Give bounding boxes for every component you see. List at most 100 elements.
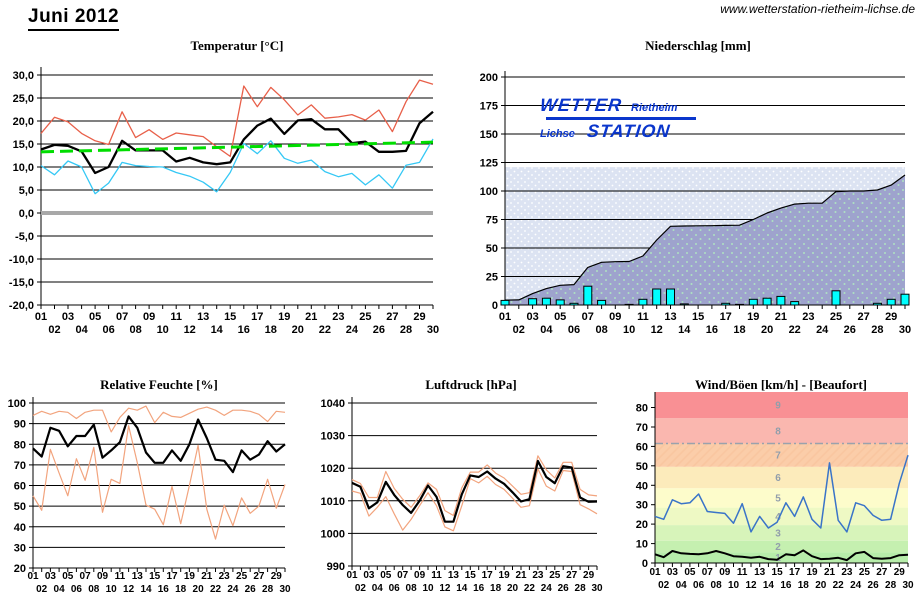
svg-text:07: 07 bbox=[702, 567, 714, 578]
svg-text:23: 23 bbox=[332, 311, 344, 323]
svg-text:19: 19 bbox=[184, 571, 196, 582]
svg-text:15: 15 bbox=[465, 570, 477, 581]
svg-text:14: 14 bbox=[140, 584, 152, 595]
svg-text:08: 08 bbox=[406, 583, 418, 594]
svg-text:90: 90 bbox=[14, 419, 26, 431]
svg-text:40: 40 bbox=[636, 480, 648, 492]
svg-text:60: 60 bbox=[636, 441, 648, 453]
svg-text:125: 125 bbox=[480, 158, 498, 170]
logo-word-rietheim: Rietheim bbox=[631, 102, 678, 114]
wind-chart: 1 2 3 4 5 6 7 8 9 80 70 60 50 40 30 20 10 0 01 02 03 04 05 06 07… bbox=[623, 374, 919, 606]
svg-text:22: 22 bbox=[210, 584, 222, 595]
svg-text:08: 08 bbox=[88, 584, 100, 595]
svg-text:16: 16 bbox=[158, 584, 170, 595]
svg-text:1040: 1040 bbox=[321, 398, 345, 410]
svg-text:100: 100 bbox=[480, 186, 498, 198]
svg-text:8: 8 bbox=[775, 426, 781, 437]
svg-text:80: 80 bbox=[14, 439, 26, 451]
svg-text:11: 11 bbox=[115, 571, 126, 582]
svg-text:29: 29 bbox=[894, 567, 906, 578]
svg-text:1010: 1010 bbox=[321, 496, 345, 508]
pressure-svg: 1040103010201010100099001020304050607080… bbox=[321, 377, 603, 594]
svg-text:05: 05 bbox=[684, 567, 696, 578]
svg-text:29: 29 bbox=[583, 570, 595, 581]
svg-text:01: 01 bbox=[27, 571, 39, 582]
svg-text:19: 19 bbox=[278, 311, 290, 323]
svg-text:27: 27 bbox=[876, 567, 888, 578]
svg-text:30: 30 bbox=[636, 500, 648, 512]
logo-word-wetter: WETTER bbox=[539, 95, 624, 115]
svg-text:04: 04 bbox=[540, 324, 553, 336]
svg-text:06: 06 bbox=[568, 324, 580, 336]
svg-text:990: 990 bbox=[327, 561, 345, 573]
svg-text:20: 20 bbox=[636, 519, 648, 531]
svg-text:15: 15 bbox=[149, 571, 161, 582]
svg-text:-15,0: -15,0 bbox=[9, 277, 34, 289]
station-logo: WETTER Rietheim Lichse STATION bbox=[539, 95, 710, 142]
svg-text:10: 10 bbox=[623, 324, 635, 336]
page-title: Juni 2012 bbox=[28, 6, 120, 31]
svg-text:14: 14 bbox=[211, 324, 224, 336]
svg-text:22: 22 bbox=[833, 580, 845, 591]
svg-text:28: 28 bbox=[885, 580, 897, 591]
svg-text:28: 28 bbox=[871, 324, 883, 336]
svg-text:80: 80 bbox=[636, 403, 648, 415]
svg-text:25: 25 bbox=[486, 272, 498, 284]
svg-text:03: 03 bbox=[363, 570, 375, 581]
svg-text:30: 30 bbox=[591, 583, 603, 594]
svg-text:02: 02 bbox=[355, 583, 367, 594]
svg-text:13: 13 bbox=[754, 567, 766, 578]
svg-text:40: 40 bbox=[14, 522, 26, 534]
svg-text:28: 28 bbox=[262, 584, 274, 595]
svg-text:30: 30 bbox=[14, 542, 26, 554]
svg-text:01: 01 bbox=[649, 567, 661, 578]
svg-text:3: 3 bbox=[775, 528, 781, 539]
svg-text:29: 29 bbox=[413, 311, 425, 323]
precipitation-chart-title: Niederschlag [mm] bbox=[645, 38, 751, 53]
svg-text:12: 12 bbox=[184, 324, 196, 336]
svg-text:20: 20 bbox=[292, 324, 304, 336]
svg-text:09: 09 bbox=[97, 571, 109, 582]
logo-row-2: Lichse STATION bbox=[540, 121, 710, 142]
svg-text:03: 03 bbox=[62, 311, 74, 323]
svg-text:18: 18 bbox=[490, 583, 502, 594]
svg-text:7: 7 bbox=[775, 451, 781, 462]
svg-text:28: 28 bbox=[400, 324, 412, 336]
svg-text:10: 10 bbox=[157, 324, 169, 336]
svg-text:02: 02 bbox=[36, 584, 48, 595]
svg-text:25: 25 bbox=[359, 311, 371, 323]
svg-text:17: 17 bbox=[482, 570, 494, 581]
svg-text:18: 18 bbox=[265, 324, 277, 336]
svg-text:26: 26 bbox=[844, 324, 856, 336]
svg-text:16: 16 bbox=[473, 583, 485, 594]
svg-text:27: 27 bbox=[386, 311, 398, 323]
svg-text:26: 26 bbox=[373, 324, 385, 336]
svg-text:04: 04 bbox=[75, 324, 88, 336]
svg-text:16: 16 bbox=[706, 324, 718, 336]
temperature-chart-title: Temperatur [°C] bbox=[191, 38, 284, 53]
svg-text:08: 08 bbox=[595, 324, 607, 336]
svg-text:150: 150 bbox=[480, 129, 498, 141]
svg-text:50: 50 bbox=[636, 461, 648, 473]
svg-text:21: 21 bbox=[775, 311, 787, 323]
svg-text:07: 07 bbox=[397, 570, 409, 581]
svg-text:09: 09 bbox=[414, 570, 426, 581]
pressure-chart-title: Luftdruck [hPa] bbox=[425, 377, 516, 392]
svg-text:2: 2 bbox=[775, 542, 781, 553]
svg-text:4: 4 bbox=[775, 512, 781, 523]
logo-row-1: WETTER Rietheim bbox=[539, 95, 710, 116]
svg-text:16: 16 bbox=[238, 324, 250, 336]
svg-text:19: 19 bbox=[806, 567, 818, 578]
svg-text:25: 25 bbox=[549, 570, 561, 581]
svg-text:11: 11 bbox=[431, 570, 442, 581]
svg-text:21: 21 bbox=[824, 567, 836, 578]
svg-text:27: 27 bbox=[253, 571, 265, 582]
svg-text:29: 29 bbox=[271, 571, 283, 582]
svg-text:200: 200 bbox=[480, 72, 498, 84]
svg-text:5,0: 5,0 bbox=[19, 185, 34, 197]
svg-text:21: 21 bbox=[515, 570, 527, 581]
svg-text:03: 03 bbox=[526, 311, 538, 323]
svg-text:24: 24 bbox=[816, 324, 829, 336]
svg-text:13: 13 bbox=[197, 311, 209, 323]
svg-text:07: 07 bbox=[116, 311, 128, 323]
